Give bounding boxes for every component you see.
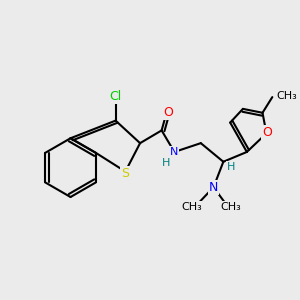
Text: H: H — [227, 162, 236, 172]
Text: N: N — [209, 181, 218, 194]
Text: Cl: Cl — [110, 90, 122, 103]
Text: O: O — [164, 106, 173, 119]
Text: O: O — [262, 126, 272, 139]
Text: H: H — [162, 158, 171, 168]
Text: S: S — [122, 167, 129, 180]
Text: CH₃: CH₃ — [276, 91, 297, 101]
Text: N: N — [170, 147, 178, 157]
Text: CH₃: CH₃ — [221, 202, 242, 212]
Text: CH₃: CH₃ — [182, 202, 203, 212]
